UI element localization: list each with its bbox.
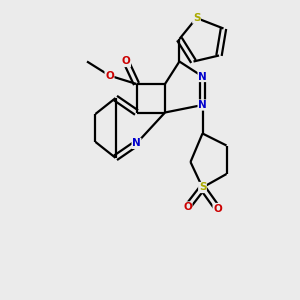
Text: O: O (213, 203, 222, 214)
Text: O: O (105, 70, 114, 81)
Text: S: S (193, 13, 200, 23)
Text: N: N (198, 100, 207, 110)
Text: O: O (183, 202, 192, 212)
Text: S: S (199, 182, 206, 193)
Text: O: O (122, 56, 130, 67)
Text: N: N (198, 71, 207, 82)
Text: N: N (132, 138, 141, 148)
